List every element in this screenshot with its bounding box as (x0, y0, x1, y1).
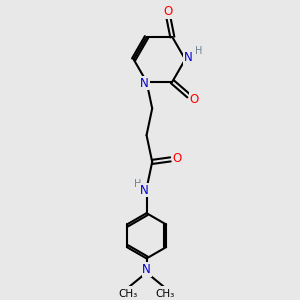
Text: N: N (184, 51, 193, 64)
Text: O: O (163, 5, 172, 18)
Text: CH₃: CH₃ (118, 289, 137, 299)
Text: CH₃: CH₃ (156, 289, 175, 299)
Text: N: N (140, 77, 149, 90)
Text: H: H (195, 46, 202, 56)
Text: O: O (172, 152, 182, 165)
Text: N: N (142, 263, 151, 276)
Text: N: N (140, 184, 148, 197)
Text: H: H (134, 179, 141, 189)
Text: O: O (190, 92, 199, 106)
